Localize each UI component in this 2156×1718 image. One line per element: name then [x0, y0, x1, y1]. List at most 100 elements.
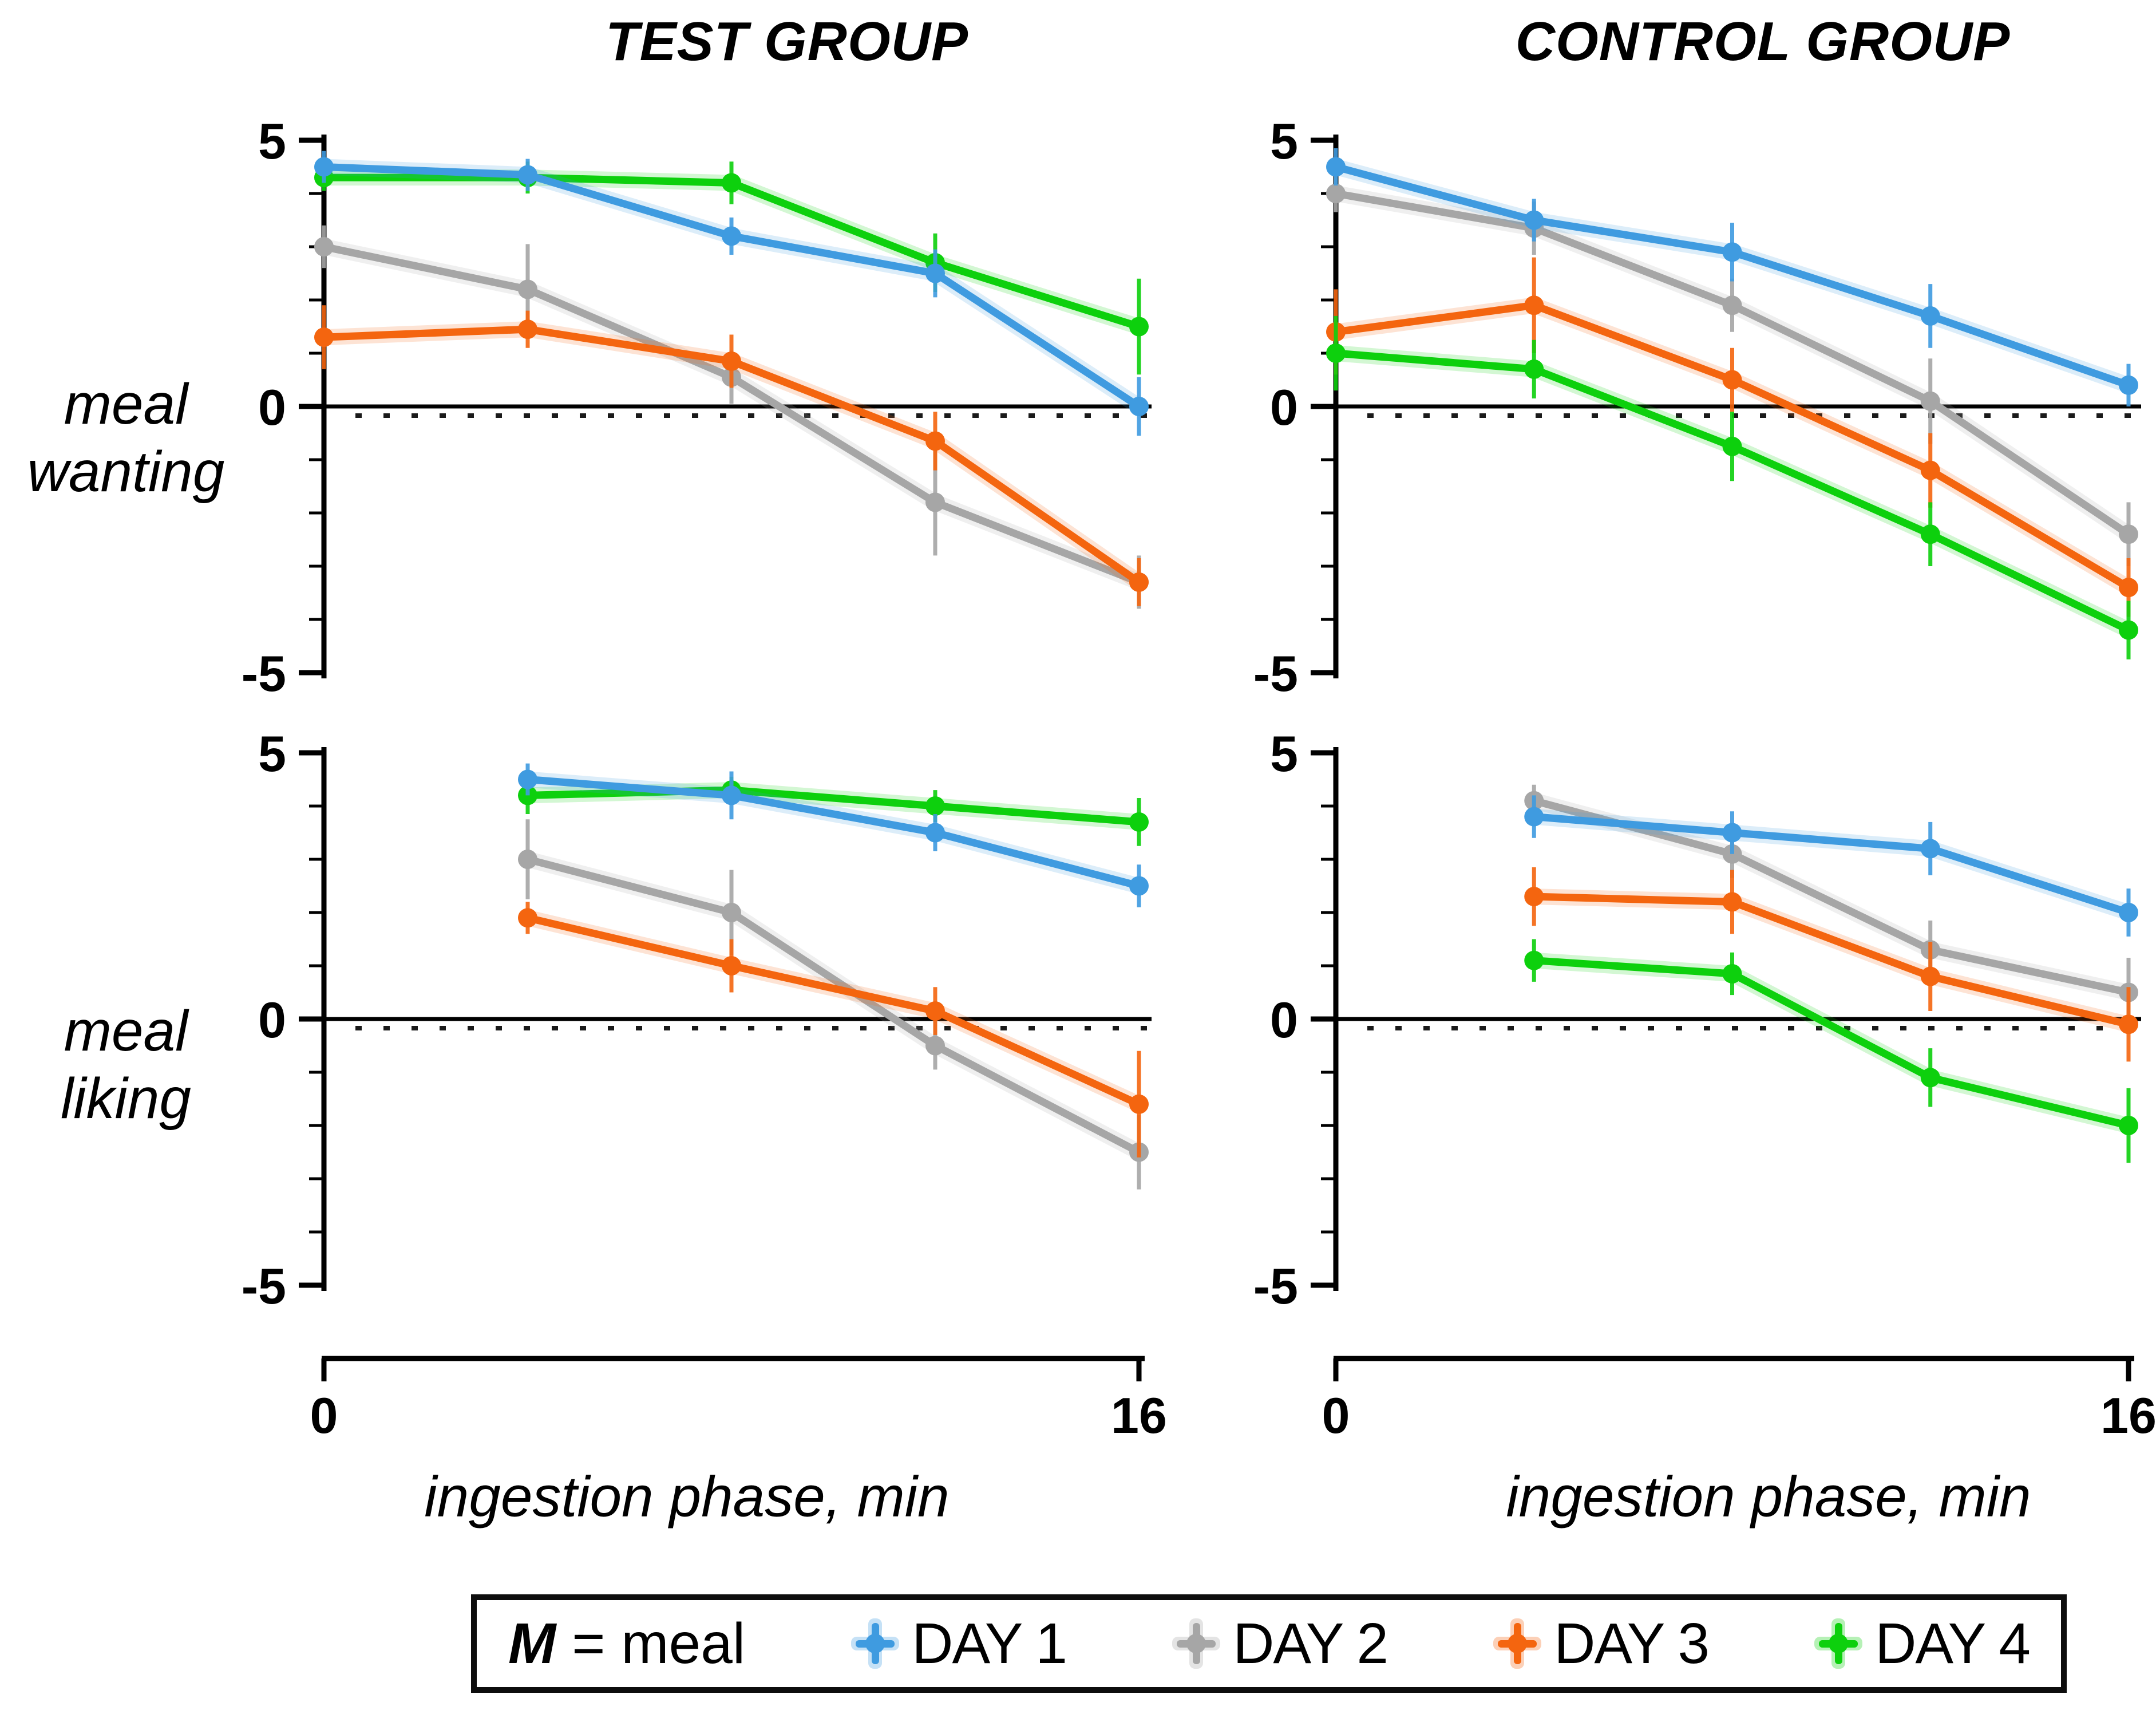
series-day-3 — [314, 305, 1149, 606]
data-point-marker — [518, 769, 537, 789]
data-point-marker — [722, 173, 741, 193]
data-point-marker — [518, 279, 537, 299]
data-point-marker — [2119, 903, 2138, 922]
data-point-marker — [2119, 375, 2138, 395]
data-point-marker — [1326, 343, 1346, 363]
row-label-line: meal — [64, 372, 188, 436]
series-line — [524, 914, 1143, 1108]
data-point-marker — [314, 237, 334, 256]
y-tick-label: 0 — [1270, 379, 1298, 436]
series-line — [1530, 957, 2133, 1129]
legend-label: DAY 3 — [1554, 1611, 1710, 1676]
series-line — [1530, 892, 2133, 1028]
data-point-marker — [1920, 306, 1940, 326]
panel-test-group-meal-wanting: 5 0 -5 — [242, 113, 1152, 702]
data-point-marker — [1920, 524, 1940, 544]
data-point-marker — [722, 903, 741, 922]
data-point-marker — [925, 1036, 945, 1056]
y-tick-label: 5 — [1270, 113, 1298, 169]
data-point-marker — [518, 850, 537, 869]
data-point-marker — [1524, 210, 1544, 230]
y-tick-label: 5 — [258, 113, 286, 169]
legend-item-day-1: DAY 1 — [846, 1611, 1067, 1677]
series-line — [320, 243, 1143, 586]
series-day-2 — [518, 819, 1149, 1190]
series-line — [524, 786, 1143, 826]
legend-label: DAY 4 — [1875, 1611, 2031, 1676]
row-label-meal-liking: meal liking — [0, 997, 252, 1132]
data-point-marker — [1129, 812, 1149, 832]
y-tick-label: -5 — [242, 1258, 286, 1314]
data-point-marker — [925, 823, 945, 843]
data-point-marker — [925, 492, 945, 512]
legend-label: DAY 2 — [1233, 1611, 1388, 1676]
series-day-4 — [1524, 939, 2138, 1163]
legend-label: DAY 1 — [912, 1611, 1067, 1676]
legend-series-marker-icon — [1814, 1618, 1863, 1669]
data-point-marker — [1524, 359, 1544, 379]
data-point-marker — [722, 351, 741, 371]
data-point-marker — [1129, 1094, 1149, 1114]
data-point-marker — [1129, 317, 1149, 337]
y-tick-label: 0 — [258, 992, 286, 1048]
data-point-marker — [518, 908, 537, 928]
data-point-marker — [314, 157, 334, 177]
y-tick-label: 0 — [1270, 992, 1298, 1048]
series-day-1 — [518, 763, 1149, 907]
data-point-marker — [1129, 397, 1149, 416]
data-point-marker — [1326, 184, 1346, 203]
data-point-marker — [1920, 1068, 1940, 1088]
row-label-line: meal — [64, 999, 188, 1063]
column-title-control-group: CONTROL GROUP — [1515, 11, 2011, 72]
legend-series-marker-icon — [1493, 1618, 1542, 1669]
data-point-marker — [925, 263, 945, 283]
series-day-3 — [1524, 867, 2138, 1062]
data-point-marker — [518, 319, 537, 339]
legend-prefix: M = meal — [508, 1611, 745, 1677]
data-point-marker — [722, 226, 741, 246]
data-point-marker — [1524, 807, 1544, 827]
series-line — [1530, 813, 2133, 917]
x-tick-label: 0 — [310, 1387, 338, 1444]
data-point-marker — [1524, 295, 1544, 315]
legend-meal-text: = meal — [572, 1611, 746, 1676]
y-tick-label: 0 — [258, 379, 286, 436]
data-point-marker — [1722, 892, 1742, 912]
data-point-marker — [2119, 578, 2138, 598]
series-day-1 — [1326, 148, 2138, 406]
column-title-test-group: TEST GROUP — [605, 11, 969, 72]
panel-test-group-meal-liking: 5 0 -5 0 16 — [242, 725, 1167, 1444]
legend-item-day-3: DAY 3 — [1489, 1611, 1710, 1677]
data-point-marker — [925, 431, 945, 451]
data-point-marker — [1920, 966, 1940, 986]
series-day-4 — [518, 776, 1149, 846]
data-point-marker — [1920, 460, 1940, 480]
data-point-marker — [1920, 391, 1940, 411]
data-point-marker — [2119, 1116, 2138, 1135]
panel-control-group-meal-liking: 5 0 -5 0 16 — [1253, 725, 2156, 1444]
legend: M = meal DAY 1 DAY 2 DAY 3 DAY 4 — [471, 1594, 2067, 1693]
data-point-marker — [1722, 823, 1742, 843]
series-day-1 — [1524, 795, 2138, 937]
data-point-marker — [2119, 620, 2138, 640]
y-tick-label: 5 — [1270, 725, 1298, 782]
y-tick-label: 5 — [258, 725, 286, 782]
data-point-marker — [1722, 370, 1742, 390]
data-point-marker — [925, 1001, 945, 1021]
data-point-marker — [1722, 242, 1742, 262]
x-tick-label: 16 — [1111, 1387, 1167, 1444]
data-point-marker — [1129, 572, 1149, 592]
data-point-marker — [2119, 1014, 2138, 1034]
data-point-marker — [722, 785, 741, 805]
data-point-marker — [1524, 950, 1544, 970]
series-day-3 — [518, 902, 1149, 1158]
data-point-marker — [314, 327, 334, 347]
legend-item-day-2: DAY 2 — [1168, 1611, 1388, 1677]
data-point-marker — [2119, 524, 2138, 544]
row-label-meal-wanting: meal wanting — [0, 370, 252, 505]
legend-item-day-4: DAY 4 — [1810, 1611, 2031, 1677]
row-label-line: liking — [61, 1067, 191, 1131]
data-point-marker — [1326, 157, 1346, 177]
